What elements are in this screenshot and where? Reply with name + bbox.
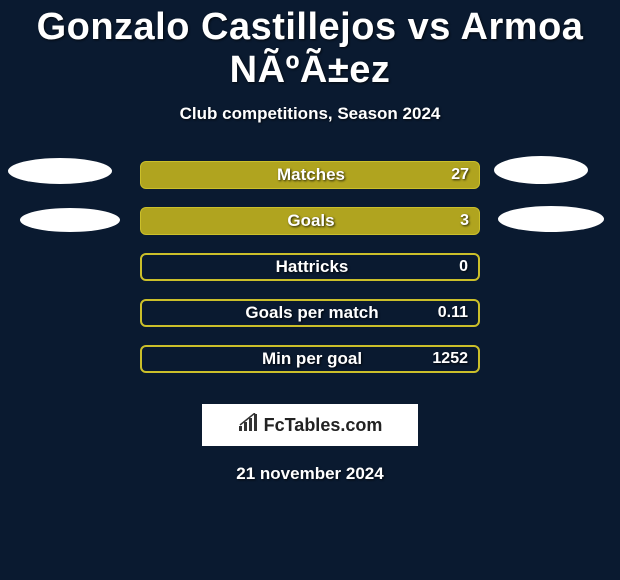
stat-row: Hattricks0 [0, 244, 620, 290]
left-ellipse [20, 208, 120, 232]
page-title: Gonzalo Castillejos vs Armoa NÃºÃ±ez [0, 6, 620, 92]
stat-value: 1252 [432, 350, 468, 368]
stat-row: Matches27 [0, 152, 620, 198]
stat-value: 0 [459, 258, 468, 276]
stat-value: 27 [451, 166, 469, 184]
stat-bar: Hattricks0 [140, 253, 480, 281]
stat-label: Hattricks [142, 257, 482, 277]
logo-box[interactable]: FcTables.com [202, 404, 418, 446]
bar-chart-icon [238, 413, 260, 438]
date-label: 21 november 2024 [0, 464, 620, 484]
stat-row: Goals per match0.11 [0, 290, 620, 336]
stat-bar: Goals per match0.11 [140, 299, 480, 327]
logo-text: FcTables.com [264, 415, 383, 436]
stat-value: 0.11 [438, 304, 468, 322]
stat-bar: Min per goal1252 [140, 345, 480, 373]
stat-label: Goals [141, 211, 481, 231]
stat-value: 3 [460, 212, 469, 230]
stat-label: Goals per match [142, 303, 482, 323]
stat-rows: Matches27 Goals3 Hattricks0 Goals per match… [0, 152, 620, 382]
stat-row: Min per goal1252 [0, 336, 620, 382]
right-ellipse [494, 156, 588, 184]
stat-row: Goals3 [0, 198, 620, 244]
right-ellipse [498, 206, 604, 232]
subtitle: Club competitions, Season 2024 [0, 104, 620, 124]
stat-bar: Goals3 [140, 207, 480, 235]
left-ellipse [8, 158, 112, 184]
stat-label: Min per goal [142, 349, 482, 369]
comparison-card: Gonzalo Castillejos vs Armoa NÃºÃ±ez Clu… [0, 6, 620, 484]
stat-bar: Matches27 [140, 161, 480, 189]
stat-label: Matches [141, 165, 481, 185]
